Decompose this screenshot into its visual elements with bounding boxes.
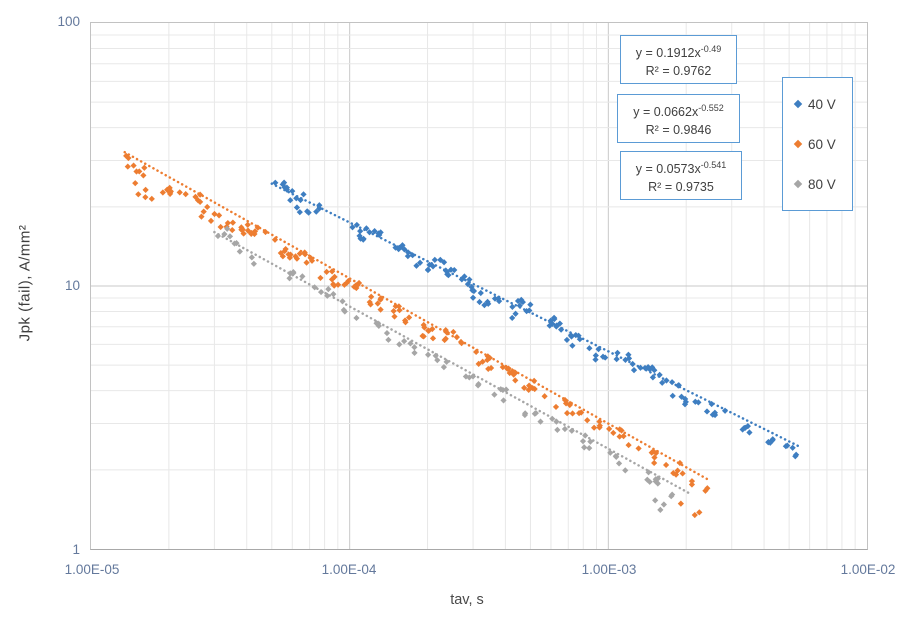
trendline-equation-box-60v: y = 0.0662x-0.552 R² = 0.9846 bbox=[617, 94, 740, 144]
trendline-equation-box-40v: y = 0.1912x-0.49 R² = 0.9762 bbox=[620, 35, 737, 85]
legend-label: 40 V bbox=[808, 96, 836, 112]
diamond-marker-icon bbox=[793, 139, 803, 149]
equation-exponent: -0.541 bbox=[700, 160, 727, 170]
legend: 40 V 60 V 80 V bbox=[782, 77, 853, 211]
diamond-marker-icon bbox=[793, 179, 803, 189]
equation-text: y = 0.1912x bbox=[635, 46, 701, 61]
legend-item-60v: 60 V bbox=[793, 136, 852, 152]
r-squared-text: R² = 0.9735 bbox=[648, 180, 714, 195]
y-tick-100: 100 bbox=[57, 14, 80, 29]
y-tick-1: 1 bbox=[72, 542, 80, 557]
y-tick-10: 10 bbox=[64, 278, 80, 293]
x-tick-1e-4: 1.00E-04 bbox=[321, 562, 377, 577]
y-axis-title: Jpk (fail), A/mm² bbox=[16, 224, 34, 342]
equation-text: y = 0.0573x bbox=[635, 162, 701, 177]
legend-item-80v: 80 V bbox=[793, 176, 852, 192]
x-axis-title: tav, s bbox=[450, 592, 484, 608]
legend-item-40v: 40 V bbox=[793, 96, 852, 112]
scatter-plot-svg bbox=[91, 23, 867, 549]
trendline-equation-box-80v: y = 0.0573x-0.541 R² = 0.9735 bbox=[620, 151, 742, 201]
legend-label: 80 V bbox=[808, 176, 836, 192]
x-tick-1e-3: 1.00E-03 bbox=[581, 562, 637, 577]
equation-text: y = 0.0662x bbox=[633, 105, 699, 120]
r-squared-text: R² = 0.9846 bbox=[645, 123, 712, 138]
r-squared-text: R² = 0.9762 bbox=[645, 64, 712, 79]
x-tick-1e-5: 1.00E-05 bbox=[64, 562, 120, 577]
legend-label: 60 V bbox=[808, 136, 836, 152]
x-tick-1e-2: 1.00E-02 bbox=[840, 562, 896, 577]
equation-exponent: -0.552 bbox=[698, 103, 724, 113]
diamond-marker-icon bbox=[793, 99, 803, 109]
plot-area bbox=[90, 22, 868, 550]
equation-exponent: -0.49 bbox=[700, 44, 722, 54]
